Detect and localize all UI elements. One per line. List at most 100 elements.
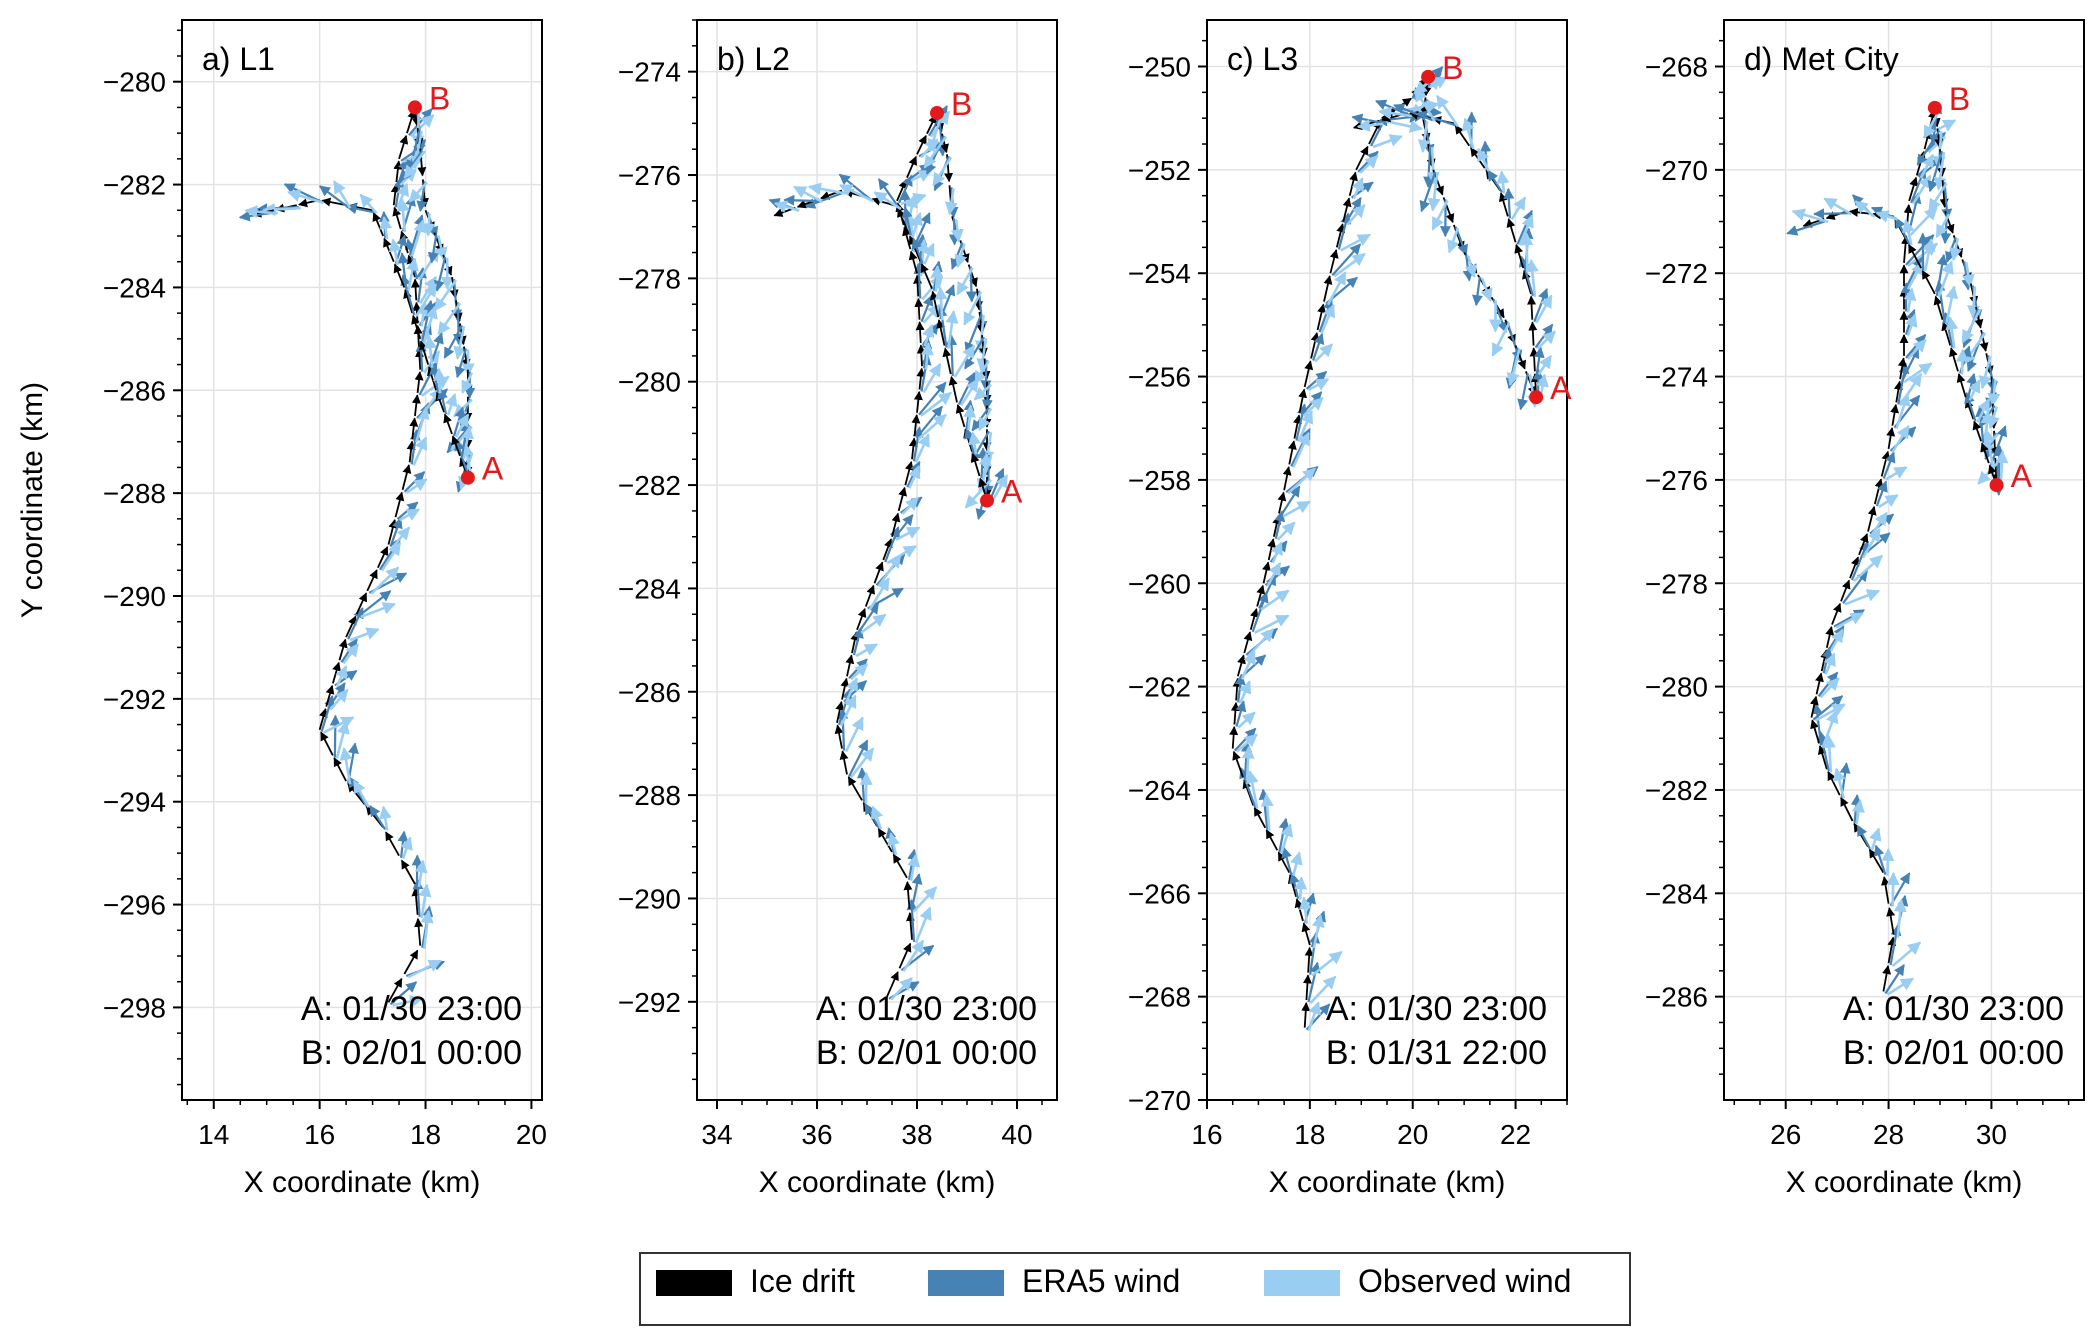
- era5-wind-arrow: [320, 694, 335, 733]
- observed-wind-arrow: [1923, 110, 1941, 140]
- y-tick-label: −270: [1645, 155, 1708, 186]
- ice-drift-arrow: [1886, 907, 1896, 935]
- era5-wind-arrow: [397, 252, 409, 290]
- point-b-marker: [1927, 100, 1942, 115]
- era5-wind-arrow: [1897, 362, 1910, 405]
- observed-wind-arrow: [914, 433, 930, 463]
- observed-wind-arrow: [445, 392, 458, 416]
- ice-drift-arrow: [908, 235, 922, 262]
- ice-drift-arrow: [970, 453, 981, 477]
- observed-wind-arrow: [1869, 827, 1882, 851]
- era5-wind-arrow: [901, 206, 913, 236]
- point-b-label: B: [429, 80, 450, 116]
- observed-wind-arrow: [398, 508, 421, 522]
- ice-drift-arrow: [411, 394, 421, 417]
- ice-drift-arrow: [321, 197, 347, 207]
- annotation-time-a: A: 01/30 23:00: [1326, 990, 1547, 1028]
- observed-wind-arrow: [1814, 703, 1846, 722]
- ice-drift-arrow: [915, 321, 925, 344]
- y-tick-label: −286: [103, 375, 166, 406]
- era5-wind-arrow: [453, 302, 465, 345]
- ice-drift-arrow: [897, 207, 910, 234]
- observed-wind-arrow: [1899, 372, 1923, 407]
- observed-wind-arrow: [1260, 589, 1290, 611]
- observed-wind-arrow: [1320, 303, 1335, 334]
- y-tick-label: −268: [1128, 982, 1191, 1013]
- ice-drift-arrow: [1355, 145, 1369, 171]
- ice-drift-arrow: [419, 340, 430, 365]
- observed-wind-arrow: [418, 883, 432, 919]
- ice-drift-arrow: [948, 375, 958, 403]
- ice-drift-arrow: [1893, 380, 1903, 403]
- era5-wind-arrow: [1393, 103, 1434, 122]
- y-tick-label: −286: [618, 677, 681, 708]
- ice-drift-arrow: [1294, 898, 1304, 922]
- observed-wind-arrow: [973, 383, 992, 401]
- observed-wind-arrow: [1852, 799, 1865, 825]
- ice-drift-arrow: [877, 827, 893, 853]
- ice-drift-arrow: [1840, 579, 1851, 602]
- observed-wind-arrow: [1254, 614, 1290, 634]
- ice-drift-arrow: [377, 546, 389, 569]
- ice-drift-arrow: [414, 371, 424, 393]
- observed-wind-arrow: [1435, 94, 1459, 128]
- observed-wind-arrow: [1372, 134, 1403, 149]
- observed-wind-arrow: [1978, 355, 1992, 390]
- observed-wind-arrow: [335, 665, 348, 687]
- observed-wind-arrow: [978, 407, 993, 432]
- observed-wind-arrow: [850, 663, 869, 681]
- era5-wind-arrow: [838, 173, 873, 202]
- era5-wind-arrow: [1884, 964, 1905, 995]
- observed-wind-arrow: [1823, 197, 1853, 216]
- observed-wind-arrow: [422, 305, 438, 343]
- observed-wind-arrow: [1447, 227, 1460, 254]
- observed-wind-arrow: [1333, 252, 1366, 278]
- ice-drift-arrow: [929, 290, 940, 318]
- legend-swatch-observed-wind: [1264, 1270, 1340, 1296]
- ice-drift-arrow: [1256, 584, 1266, 607]
- ice-drift-arrow: [1949, 347, 1959, 372]
- observed-wind-arrow: [953, 344, 976, 378]
- x-tick-label: 16: [1191, 1119, 1222, 1150]
- era5-wind-arrow: [1351, 113, 1382, 125]
- panel-title: d) Met City: [1744, 41, 1899, 77]
- point-a-marker: [1989, 478, 2004, 493]
- x-axis-label: X coordinate (km): [1786, 1166, 2023, 1199]
- observed-wind-arrow: [908, 464, 921, 489]
- ice-drift-arrow: [897, 486, 908, 512]
- observed-wind-arrow: [378, 805, 392, 831]
- observed-wind-arrow: [959, 378, 979, 407]
- annotation-time-a: A: 01/30 23:00: [816, 990, 1037, 1028]
- observed-wind-arrow: [890, 977, 913, 1001]
- ice-drift-arrow: [1908, 176, 1919, 202]
- observed-wind-arrow: [895, 526, 921, 541]
- ice-drift-arrow: [415, 347, 424, 370]
- vector-field: [1229, 66, 1557, 1032]
- observed-wind-arrow: [1294, 876, 1308, 900]
- era5-wind-arrow: [319, 185, 349, 209]
- x-axis-label: X coordinate (km): [1269, 1166, 1506, 1199]
- observed-wind-arrow: [923, 135, 948, 169]
- observed-wind-arrow: [922, 323, 935, 347]
- annotation-time-a: A: 01/30 23:00: [301, 990, 522, 1028]
- ice-drift-arrow: [916, 367, 926, 390]
- observed-wind-arrow: [922, 242, 935, 265]
- observed-wind-arrow: [1891, 941, 1922, 968]
- observed-wind-arrow: [1292, 431, 1310, 468]
- observed-wind-arrow: [1270, 541, 1283, 564]
- era5-wind-arrow: [389, 517, 403, 547]
- observed-wind-arrow: [860, 613, 887, 634]
- ice-drift-arrow: [1301, 922, 1311, 946]
- observed-wind-arrow: [1829, 628, 1844, 652]
- ice-drift-arrow: [1890, 403, 1900, 426]
- ice-drift-arrow: [840, 677, 850, 700]
- era5-wind-arrow: [858, 602, 880, 633]
- ice-drift-arrow: [1887, 936, 1897, 964]
- observed-wind-arrow: [407, 959, 442, 979]
- ice-drift-arrow: [920, 263, 933, 290]
- ice-drift-arrow: [942, 347, 952, 375]
- panel-1: 14 16 18 20 −298 −296 −294 −292 −290 −288 −286 −284…: [103, 19, 547, 1199]
- observed-wind-arrow: [1919, 153, 1934, 179]
- observed-wind-arrow: [1385, 119, 1423, 133]
